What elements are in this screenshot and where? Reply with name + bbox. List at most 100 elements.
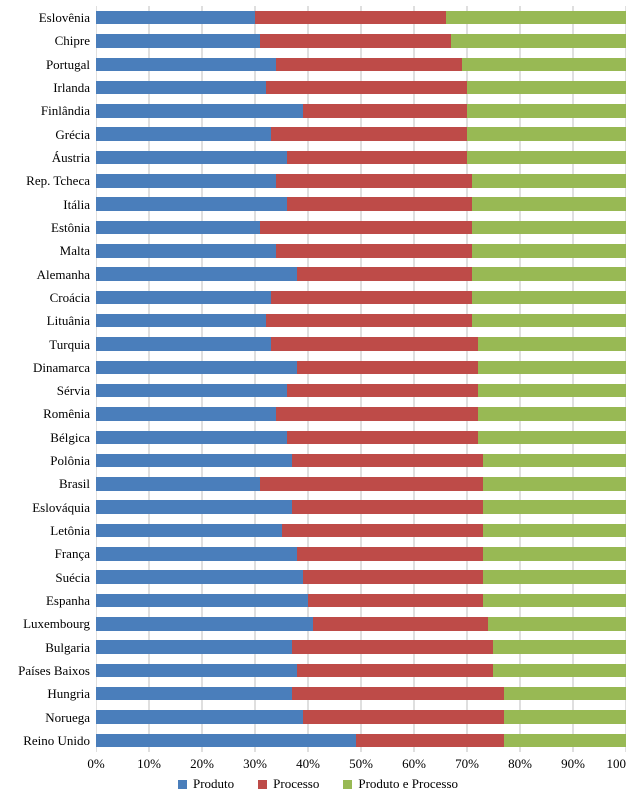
bar-segment-processo <box>282 524 483 538</box>
bar-segment-processo <box>308 594 483 608</box>
bar-segment-produto_processo <box>478 361 626 375</box>
bar-segment-processo <box>292 500 483 514</box>
bar-segment-processo <box>303 104 467 118</box>
y-axis-label: Polônia <box>50 454 90 467</box>
bar-segment-produto <box>96 710 303 724</box>
bar-row <box>96 127 626 141</box>
bar-segment-produto <box>96 640 292 654</box>
bar-row <box>96 734 626 748</box>
bar-segment-produto <box>96 244 276 258</box>
bar-row <box>96 640 626 654</box>
bar-segment-produto_processo <box>467 151 626 165</box>
bar-segment-produto <box>96 617 313 631</box>
bar-segment-produto_processo <box>446 11 626 25</box>
y-axis-label: Reino Unido <box>23 734 90 747</box>
bar-row <box>96 407 626 421</box>
bar-segment-produto_processo <box>472 291 626 305</box>
legend-item-processo: Processo <box>258 776 319 792</box>
legend-swatch-produto <box>178 780 187 789</box>
bar-segment-produto_processo <box>451 34 626 48</box>
bar-segment-produto_processo <box>467 104 626 118</box>
legend-label: Produto <box>193 776 234 792</box>
bar-segment-produto <box>96 664 297 678</box>
bar-row <box>96 454 626 468</box>
bar-segment-produto <box>96 500 292 514</box>
y-axis-label: Lituânia <box>47 314 90 327</box>
y-axis-label: Rep. Tcheca <box>26 174 90 187</box>
bar-segment-processo <box>255 11 446 25</box>
bar-segment-produto_processo <box>483 477 626 491</box>
bar-segment-produto_processo <box>483 570 626 584</box>
y-axis-label: Croácia <box>50 291 90 304</box>
bar-row <box>96 664 626 678</box>
bar-segment-produto <box>96 104 303 118</box>
bar-segment-produto_processo <box>467 81 626 95</box>
bar-segment-produto_processo <box>483 594 626 608</box>
x-axis-tick-label: 30% <box>243 756 267 772</box>
bar-row <box>96 244 626 258</box>
bar-segment-produto <box>96 197 287 211</box>
bar-segment-produto_processo <box>472 244 626 258</box>
bar-segment-produto_processo <box>472 267 626 281</box>
bar-segment-produto <box>96 174 276 188</box>
y-axis-label: Suécia <box>55 571 90 584</box>
bar-segment-produto <box>96 477 260 491</box>
bar-segment-produto_processo <box>493 664 626 678</box>
bar-segment-produto_processo <box>467 127 626 141</box>
y-axis-label: Hungria <box>47 687 90 700</box>
bar-segment-produto <box>96 407 276 421</box>
bar-segment-produto <box>96 34 260 48</box>
bar-row <box>96 547 626 561</box>
bar-segment-processo <box>266 81 467 95</box>
plot-area <box>96 6 626 752</box>
legend-label: Produto e Processo <box>358 776 458 792</box>
bar-row <box>96 34 626 48</box>
bar-row <box>96 570 626 584</box>
bar-segment-produto_processo <box>462 58 626 72</box>
y-axis-label: Portugal <box>46 58 90 71</box>
bar-segment-processo <box>356 734 504 748</box>
bar-segment-processo <box>292 687 504 701</box>
bar-segment-processo <box>297 361 477 375</box>
y-axis-label: Áustria <box>52 151 90 164</box>
y-axis-label: França <box>55 547 90 560</box>
x-axis-tick-label: 0% <box>87 756 104 772</box>
bar-segment-produto_processo <box>493 640 626 654</box>
y-axis-label: Letônia <box>50 524 90 537</box>
bar-row <box>96 384 626 398</box>
bar-segment-processo <box>260 221 472 235</box>
bar-segment-processo <box>297 547 483 561</box>
x-axis: 0%10%20%30%40%50%60%70%80%90%100 <box>96 756 626 774</box>
y-axis-label: Chipre <box>55 34 90 47</box>
bar-segment-processo <box>271 337 478 351</box>
legend-item-produto: Produto <box>178 776 234 792</box>
bar-segment-produto_processo <box>488 617 626 631</box>
bar-segment-produto_processo <box>472 174 626 188</box>
bar-row <box>96 361 626 375</box>
y-axis-label: Alemanha <box>37 268 90 281</box>
x-axis-tick-label: 80% <box>508 756 532 772</box>
y-axis-label: Grécia <box>55 128 90 141</box>
y-axis-label: Noruega <box>45 711 90 724</box>
bar-segment-processo <box>266 314 473 328</box>
y-axis-label: Irlanda <box>53 81 90 94</box>
bar-row <box>96 151 626 165</box>
y-axis-label: Países Baixos <box>18 664 90 677</box>
bar-segment-produto_processo <box>478 384 626 398</box>
bar-segment-produto <box>96 570 303 584</box>
bar-segment-processo <box>276 407 477 421</box>
bar-segment-produto_processo <box>478 407 626 421</box>
bar-row <box>96 58 626 72</box>
bar-segment-produto_processo <box>504 734 626 748</box>
bar-segment-processo <box>313 617 488 631</box>
bar-row <box>96 687 626 701</box>
bar-row <box>96 314 626 328</box>
x-axis-tick-label: 100 <box>607 756 627 772</box>
bar-row <box>96 524 626 538</box>
bar-segment-processo <box>292 640 493 654</box>
bar-row <box>96 221 626 235</box>
bars-container <box>96 6 626 752</box>
y-axis-label: Turquia <box>49 338 90 351</box>
bar-segment-processo <box>276 174 472 188</box>
y-axis-label: Eslováquia <box>32 501 90 514</box>
